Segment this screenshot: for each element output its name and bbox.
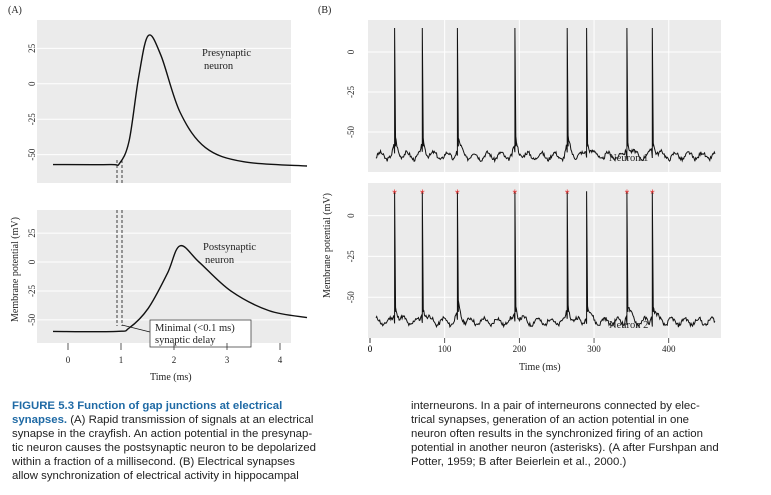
- a-bottom-ytick-label: -50: [27, 313, 37, 325]
- postsynaptic-trace: [52, 244, 308, 333]
- neuron2-label: Neuron 2: [609, 320, 648, 331]
- presynaptic-label-1: Presynaptic: [202, 48, 251, 59]
- b-xtick-label: 200: [513, 344, 527, 354]
- caption-left-line-6: allow synchronization of electrical acti…: [12, 470, 299, 482]
- caption-left-line-4: tic neuron causes the postsynaptic neuro…: [12, 442, 316, 454]
- synchrony-asterisks: * * * * * * *: [392, 187, 655, 201]
- b-xtick-label: 0: [368, 344, 373, 354]
- asterisk-mark: *: [420, 187, 425, 201]
- asterisk-mark: *: [513, 187, 518, 201]
- caption-left-line-1: FIGURE 5.3 Function of gap junctions at …: [12, 399, 367, 413]
- b-bottom-ytick-label: -25: [346, 250, 356, 262]
- panel-b-top-grid: [368, 20, 721, 172]
- a-xlabel: Time (ms): [150, 372, 192, 383]
- delay-label-1: Minimal (<0.1 ms): [155, 323, 235, 334]
- b-bottom-ytick-label: -50: [346, 291, 356, 303]
- figure-number: FIGURE 5.3: [12, 400, 75, 412]
- panel-b-xticks: 00 100 200 300 400: [368, 338, 676, 354]
- caption-right-line-5: Potter, 1959; B after Beierlein et al., …: [411, 456, 627, 468]
- asterisk-mark: *: [392, 187, 397, 201]
- a-top-ytick-label: 25: [27, 43, 37, 53]
- asterisk-mark: *: [565, 187, 570, 201]
- asterisk-mark: *: [625, 187, 630, 201]
- figure-title-cont: synapses.: [12, 414, 68, 426]
- b-xlabel: Time (ms): [519, 362, 561, 373]
- b-xtick-label: 300: [587, 344, 601, 354]
- asterisk-mark: *: [650, 187, 655, 201]
- neuron1-label: Neuron 1: [609, 153, 648, 164]
- b-xtick-label: 100: [438, 344, 452, 354]
- b-bottom-ytick-label: 0: [346, 213, 356, 218]
- a-bottom-ytick-label: 0: [27, 259, 37, 264]
- panel-a-label: (A): [8, 5, 22, 16]
- panel-a-xticks: 0 1 2 3 4: [66, 343, 283, 365]
- panel-a-top-ticks: 25 0 -25 -50: [27, 43, 37, 160]
- a-ylabel: Membrane potential (mV): [10, 217, 21, 322]
- a-bottom-ytick-label: -25: [27, 284, 37, 296]
- a-xtick-label: 0: [66, 355, 71, 365]
- panel-b-label: (B): [318, 5, 331, 16]
- caption-right-line-2: trical synapses, generation of an action…: [411, 414, 689, 426]
- presynaptic-label-2: neuron: [204, 61, 234, 72]
- caption-left-line-3: synapse in the crayfish. An action poten…: [12, 428, 313, 440]
- postsynaptic-label-1: Postsynaptic: [203, 242, 256, 253]
- panel-b-bottom-bg: [368, 183, 721, 338]
- postsynaptic-label-2: neuron: [205, 255, 235, 266]
- a-xtick-label: 4: [278, 355, 283, 365]
- figure-5-3: (A) (B) 25 0 -25 -50 Presynaptic neuron 25 0…: [8, 5, 721, 383]
- figure-title: Function of gap junctions at electrical: [77, 400, 283, 412]
- delay-callout-line: [121, 324, 151, 333]
- panel-b-top-bg: [368, 20, 721, 172]
- b-top-ytick-label: 0: [346, 49, 356, 54]
- a-bottom-ytick-label: 25: [27, 228, 37, 238]
- neuron2-trace: [375, 191, 716, 329]
- panel-b-bottom-ticks: 0 -25 -50: [346, 213, 356, 303]
- neuron1-trace: [375, 27, 716, 164]
- a-top-ytick-label: -25: [27, 113, 37, 125]
- a-top-ytick-label: 0: [27, 81, 37, 86]
- b-top-ytick-label: -50: [346, 126, 356, 138]
- caption-left-line-2: synapses. (A) Rapid transmission of sign…: [12, 413, 367, 427]
- caption-right-line-1: interneurons. In a pair of interneurons …: [411, 400, 700, 412]
- panel-b-top-ticks: 0 -25 -50: [346, 49, 356, 138]
- caption-left: FIGURE 5.3 Function of gap junctions at …: [12, 399, 367, 483]
- panel-b-bottom-grid: [368, 183, 721, 338]
- caption-right-line-3: neuron often results in the synchronized…: [411, 428, 703, 440]
- panel-a-bottom-ticks: 25 0 -25 -50: [27, 228, 37, 326]
- caption-left-line-5: within a fraction of a millisecond. (B) …: [12, 456, 295, 468]
- a-xtick-label: 2: [172, 355, 177, 365]
- b-xtick-label: 400: [662, 344, 676, 354]
- caption-left-line-2-text: (A) Rapid transmission of signals at an …: [67, 414, 314, 426]
- a-xtick-label: 1: [119, 355, 124, 365]
- a-xtick-label: 3: [225, 355, 230, 365]
- b-top-ytick-label: -25: [346, 86, 356, 98]
- delay-callout-box: [149, 319, 252, 348]
- presynaptic-trace: [52, 34, 308, 167]
- b-ylabel: Membrane potential (mV): [322, 193, 333, 298]
- panel-a-top-grid: [37, 47, 291, 156]
- caption-right-line-4: potential in another neuron (asterisks).…: [411, 442, 719, 454]
- asterisk-mark: *: [455, 187, 460, 201]
- caption-right: interneurons. In a pair of interneurons …: [411, 399, 766, 469]
- b-xtick-label: 0: [368, 344, 373, 354]
- delay-label-2: synaptic delay: [155, 335, 216, 346]
- panel-a-top-bg: [37, 20, 291, 183]
- a-top-ytick-label: -50: [27, 148, 37, 160]
